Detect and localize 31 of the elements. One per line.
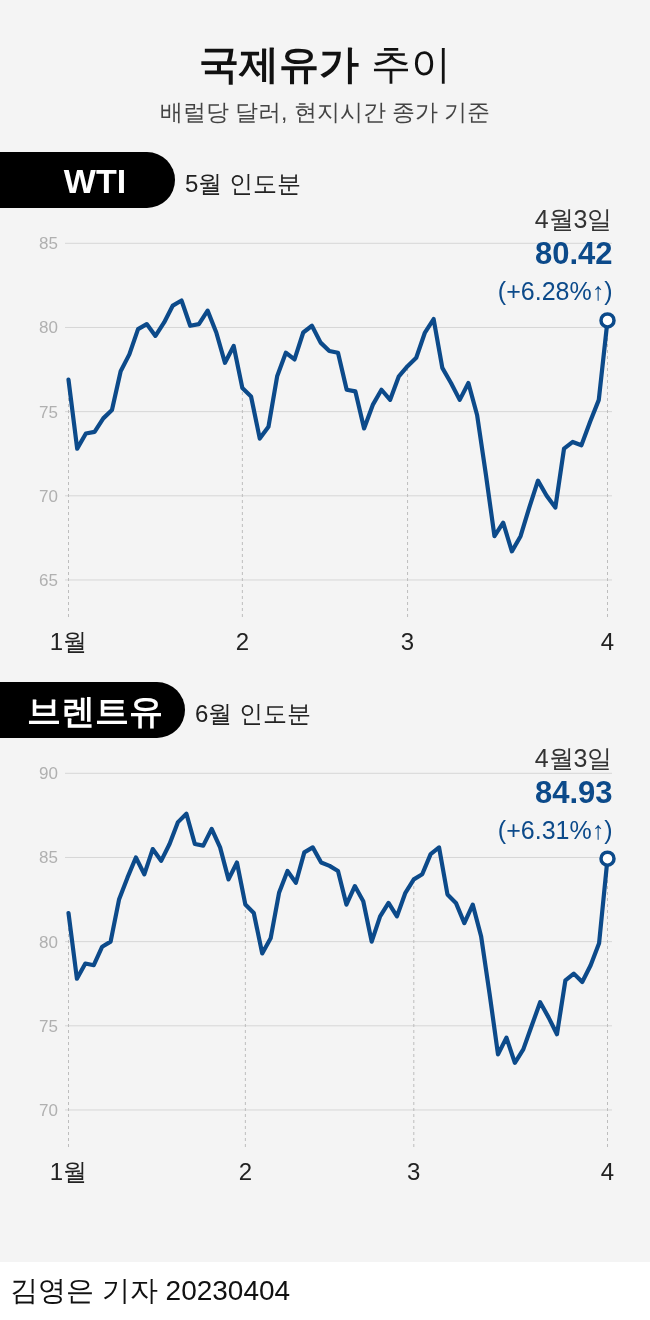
x-tick-label: 4 — [600, 628, 615, 655]
x-tick-label: 1월 — [49, 1158, 88, 1185]
text: 김영은 기자 20230404 — [10, 1275, 291, 1306]
y-tick-label: 70 — [39, 1100, 58, 1120]
y-tick-label: 75 — [39, 1016, 58, 1036]
chart-subtitle: 6월 인도분 — [195, 700, 312, 727]
y-tick-label: 90 — [39, 764, 58, 784]
y-tick-label: 80 — [39, 932, 58, 952]
y-tick-label: 85 — [39, 234, 58, 254]
annotation: (+6.28%↑) — [497, 277, 613, 306]
x-tick-label: 1월 — [49, 628, 88, 655]
y-tick-label: 85 — [39, 848, 58, 868]
data-label: 84.93 — [534, 774, 613, 810]
x-tick-label: 3 — [407, 1158, 421, 1185]
chart-title: WTI — [63, 162, 127, 200]
y-tick-label: 65 — [39, 570, 58, 590]
x-tick-label: 4 — [600, 1158, 615, 1185]
chart-title: 브렌트유 — [27, 692, 163, 730]
x-tick-label: 2 — [238, 1158, 253, 1185]
text: 배럴당 달러, 현지시간 종가 기준 — [159, 99, 491, 125]
x-tick-label: 3 — [400, 628, 415, 655]
annotation: (+6.31%↑) — [497, 815, 613, 844]
text: 4월3일 — [534, 743, 613, 772]
chart-subtitle: 5월 인도분 — [185, 170, 302, 197]
y-tick-label: 80 — [39, 318, 58, 338]
text: 국제유가 추이 — [199, 42, 451, 86]
y-tick-label: 75 — [39, 402, 58, 422]
x-tick-label: 2 — [235, 628, 250, 655]
data-label: 80.42 — [534, 236, 613, 272]
text: 4월3일 — [534, 205, 613, 234]
y-tick-label: 70 — [39, 486, 58, 506]
